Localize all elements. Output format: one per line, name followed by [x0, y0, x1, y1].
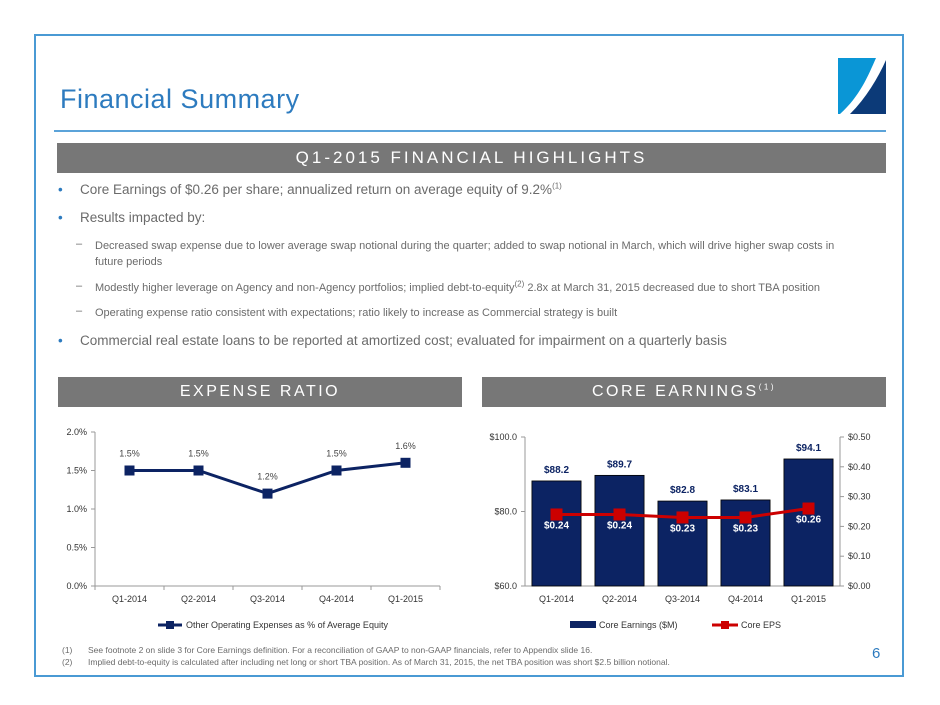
y-tick-label: $60.0 — [494, 581, 517, 591]
highlights-header: Q1-2015 FINANCIAL HIGHLIGHTS — [57, 143, 886, 173]
eps-data-label: $0.23 — [670, 523, 695, 534]
y-tick-label: 0.5% — [66, 543, 87, 553]
x-tick-label: Q3-2014 — [250, 594, 285, 604]
expense-ratio-chart: 0.0% 0.5% 1.0% 1.5% 2.0% Q1-2014 Q2-2014 Q3-201… — [66, 427, 441, 630]
bullet-dot: • — [58, 333, 63, 348]
y-tick-label: 1.0% — [66, 504, 87, 514]
y-tick-label: $80.0 — [494, 507, 517, 517]
legend-label: Core Earnings ($M) — [599, 620, 678, 630]
slide-frame — [34, 34, 904, 677]
y-tick-label: 1.5% — [66, 466, 87, 476]
eps-point — [613, 508, 626, 521]
eps-data-label: $0.24 — [607, 520, 632, 531]
x-tick-label: Q1-2014 — [539, 594, 574, 604]
core-earnings-header: CORE EARNINGS(1) — [482, 377, 886, 407]
page-title: Financial Summary — [60, 84, 300, 114]
legend-bar-swatch — [570, 621, 596, 628]
y2-tick-label: $0.40 — [848, 462, 871, 472]
bar-data-label: $83.1 — [733, 484, 758, 495]
bullet-dot: • — [58, 182, 63, 197]
x-tick-label: Q4-2014 — [728, 594, 763, 604]
data-point — [262, 488, 273, 499]
bar-data-label: $82.8 — [670, 485, 695, 496]
eps-data-label: $0.26 — [796, 515, 821, 526]
bar-data-label: $94.1 — [796, 443, 821, 454]
core-earnings-chart: $60.0 $80.0 $100.0 $0.00 $0.10 $0.20 $0.30 $0.4… — [489, 432, 871, 630]
page-number: 6 — [872, 645, 881, 662]
legend-marker — [166, 621, 174, 629]
legend-marker — [721, 621, 729, 629]
x-tick-label: Q3-2014 — [665, 594, 700, 604]
eps-point — [550, 508, 563, 521]
x-tick-label: Q4-2014 — [319, 594, 354, 604]
data-label: 1.5% — [119, 449, 140, 459]
data-point — [124, 465, 135, 476]
bullet-dot: • — [58, 210, 63, 225]
expense-ratio-header: EXPENSE RATIO — [58, 377, 462, 407]
x-tick-label: Q2-2014 — [602, 594, 637, 604]
data-point — [193, 465, 204, 476]
data-label: 1.5% — [326, 449, 347, 459]
eps-data-label: $0.23 — [733, 523, 758, 534]
y-tick-label: $100.0 — [489, 432, 517, 442]
data-label: 1.6% — [395, 441, 416, 451]
x-tick-label: Q2-2014 — [181, 594, 216, 604]
legend-label: Core EPS — [741, 620, 781, 630]
y2-tick-label: $0.50 — [848, 432, 871, 442]
x-tick-label: Q1-2014 — [112, 594, 147, 604]
data-label: 1.5% — [188, 449, 209, 459]
title-divider — [54, 130, 886, 132]
bar-data-label: $88.2 — [544, 465, 569, 476]
y-tick-label: 0.0% — [66, 581, 87, 591]
data-point — [331, 465, 342, 476]
eps-point — [676, 511, 689, 524]
bar — [783, 458, 834, 587]
footnote: (2) Implied debt-to-equity is calculated … — [62, 657, 670, 667]
data-label: 1.2% — [257, 472, 278, 482]
bar-data-label: $89.7 — [607, 459, 632, 470]
eps-point — [802, 502, 815, 515]
y2-tick-label: $0.20 — [848, 521, 871, 531]
y2-tick-label: $0.30 — [848, 492, 871, 502]
bar — [531, 480, 582, 587]
y-tick-label: 2.0% — [66, 427, 87, 437]
x-tick-label: Q1-2015 — [791, 594, 826, 604]
x-tick-label: Q1-2015 — [388, 594, 423, 604]
footnote: (1) See footnote 2 on slide 3 for Core Ea… — [62, 645, 593, 655]
company-logo-icon — [838, 58, 886, 114]
y2-tick-label: $0.10 — [848, 551, 871, 561]
data-point — [400, 457, 411, 468]
eps-data-label: $0.24 — [544, 520, 569, 531]
footnotes: (1) See footnote 2 on slide 3 for Core Ea… — [62, 644, 670, 668]
eps-point — [739, 511, 752, 524]
legend-label: Other Operating Expenses as % of Average… — [186, 620, 388, 630]
y2-tick-label: $0.00 — [848, 581, 871, 591]
bar — [594, 474, 645, 587]
